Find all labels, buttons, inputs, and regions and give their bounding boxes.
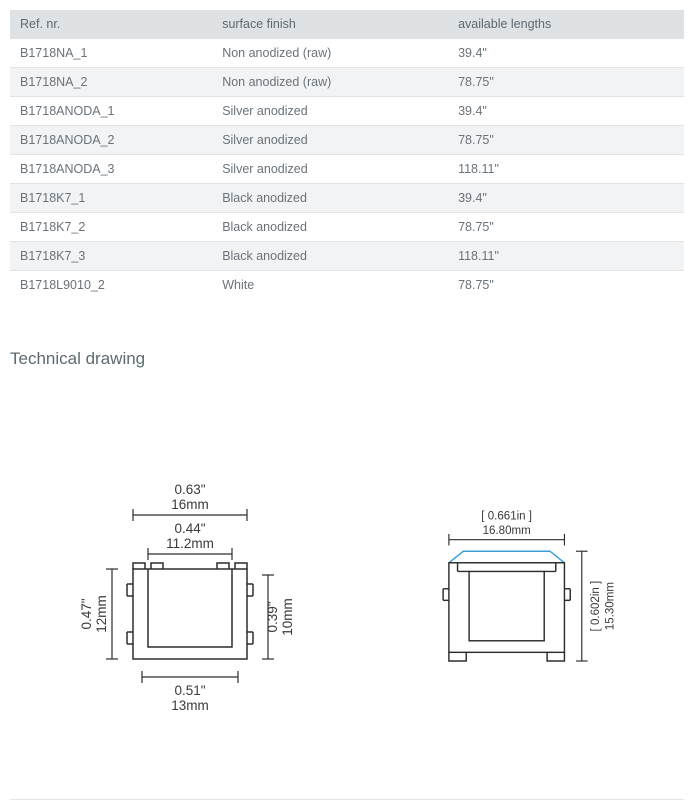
svg-text:16mm: 16mm (171, 497, 209, 512)
col-header-ref: Ref. nr. (10, 10, 212, 39)
cell-ref: B1718K7_2 (10, 213, 212, 242)
cell-length: 118.11" (448, 155, 684, 184)
svg-text:11.2mm: 11.2mm (166, 536, 214, 551)
svg-text:[ 0.661in ]: [ 0.661in ] (481, 511, 532, 523)
cell-finish: Silver anodized (212, 155, 448, 184)
col-header-finish: surface finish (212, 10, 448, 39)
cell-ref: B1718NA_1 (10, 39, 212, 68)
table-row: B1718K7_3Black anodized118.11" (10, 242, 684, 271)
cell-finish: Black anodized (212, 242, 448, 271)
cell-finish: White (212, 271, 448, 300)
technical-drawing-assembly: [ 0.661in ] 16.80mm (394, 505, 654, 712)
table-row: B1718ANODA_3Silver anodized118.11" (10, 155, 684, 184)
cell-length: 39.4" (448, 97, 684, 126)
section-title-technical-drawing: Technical drawing (0, 299, 694, 379)
cell-length: 118.11" (448, 242, 684, 271)
svg-text:13mm: 13mm (171, 698, 209, 713)
cell-length: 78.75" (448, 126, 684, 155)
table-row: B1718L9010_2White78.75" (10, 271, 684, 300)
svg-text:0.63": 0.63" (174, 482, 205, 497)
table-row: B1718NA_1Non anodized (raw)39.4" (10, 39, 684, 68)
cell-length: 78.75" (448, 68, 684, 97)
cell-length: 78.75" (448, 271, 684, 300)
cell-ref: B1718NA_2 (10, 68, 212, 97)
cell-length: 39.4" (448, 39, 684, 68)
svg-text:10mm: 10mm (280, 598, 295, 636)
svg-text:[ 0.602in ]: [ 0.602in ] (590, 581, 602, 632)
svg-text:16.80mm: 16.80mm (483, 525, 531, 537)
table-row: B1718ANODA_2Silver anodized78.75" (10, 126, 684, 155)
table-row: B1718K7_2Black anodized78.75" (10, 213, 684, 242)
cell-ref: B1718L9010_2 (10, 271, 212, 300)
cell-finish: Silver anodized (212, 126, 448, 155)
cell-finish: Non anodized (raw) (212, 39, 448, 68)
technical-drawing-profile: 0.63" 16mm 0.44" 11.2mm (40, 479, 340, 739)
cell-length: 78.75" (448, 213, 684, 242)
col-header-length: available lengths (448, 10, 684, 39)
svg-text:15.30mm: 15.30mm (605, 582, 617, 630)
cell-finish: Black anodized (212, 184, 448, 213)
cell-ref: B1718K7_3 (10, 242, 212, 271)
svg-text:0.44": 0.44" (174, 521, 205, 536)
table-row: B1718NA_2Non anodized (raw)78.75" (10, 68, 684, 97)
svg-text:0.51": 0.51" (174, 683, 205, 698)
cell-ref: B1718ANODA_2 (10, 126, 212, 155)
cell-finish: Black anodized (212, 213, 448, 242)
cell-ref: B1718ANODA_1 (10, 97, 212, 126)
svg-text:0.39": 0.39" (265, 601, 280, 632)
svg-text:0.47": 0.47" (79, 598, 94, 629)
cell-ref: B1718K7_1 (10, 184, 212, 213)
table-row: B1718ANODA_1Silver anodized39.4" (10, 97, 684, 126)
product-variants-table: Ref. nr. surface finish available length… (10, 10, 684, 299)
cell-length: 39.4" (448, 184, 684, 213)
table-header-row: Ref. nr. surface finish available length… (10, 10, 684, 39)
cell-ref: B1718ANODA_3 (10, 155, 212, 184)
cell-finish: Silver anodized (212, 97, 448, 126)
table-row: B1718K7_1Black anodized39.4" (10, 184, 684, 213)
cell-finish: Non anodized (raw) (212, 68, 448, 97)
svg-text:12mm: 12mm (94, 595, 109, 633)
